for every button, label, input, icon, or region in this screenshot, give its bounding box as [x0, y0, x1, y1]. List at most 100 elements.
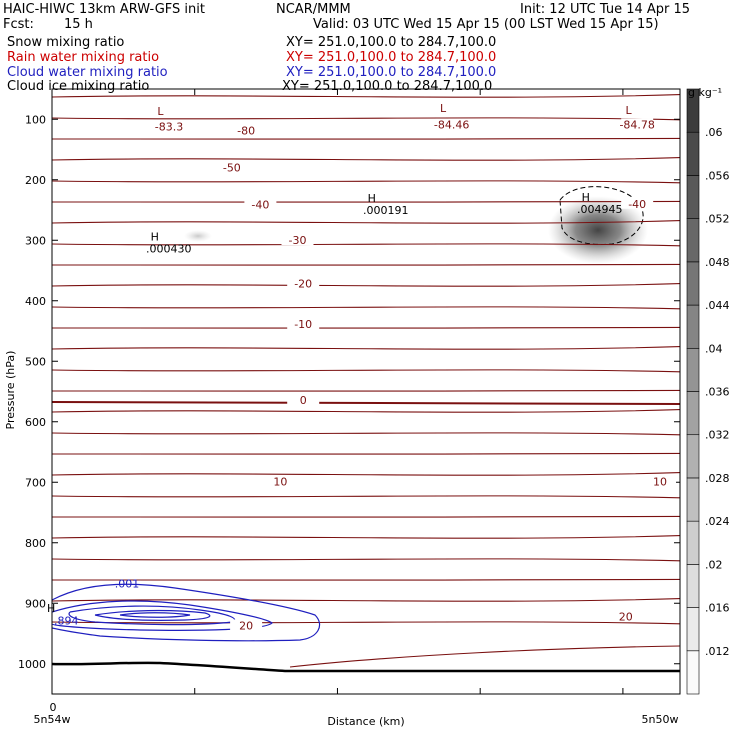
plot-title: HAIC-HIWC 13km ARW-GFS init — [3, 2, 205, 17]
colorbar-box-11 — [686, 175, 700, 219]
colorbar-box-1 — [686, 607, 700, 652]
isotherm-8 — [52, 263, 680, 266]
isotherm-3 — [52, 157, 680, 161]
colorbar-box-0 — [686, 650, 700, 695]
shading-layer — [184, 186, 648, 264]
cloud-water-contour-1 — [52, 583, 321, 642]
isotherm-label-1: -80 — [237, 125, 255, 138]
isotherm-label-12: 10 — [653, 475, 667, 488]
field-xy-rain: XY= 251.0,100.0 to 284.7,100.0 — [286, 50, 497, 65]
forecast-label: Fcst: — [3, 17, 34, 32]
colorbar-box-13 — [686, 88, 700, 133]
isotherm-label-bg-0 — [153, 120, 186, 132]
cloud-water-contour-2 — [52, 600, 273, 631]
extremum-value-4: .000430 — [146, 242, 192, 255]
colorbar-box-12 — [686, 131, 700, 176]
y-tick-label-100: 100 — [25, 113, 46, 126]
colorbar-label-1: .016 — [705, 602, 730, 615]
isotherm-24 — [52, 598, 680, 602]
colorbar-label-11: .056 — [705, 169, 730, 182]
cloud-water-contour-5 — [119, 612, 191, 618]
isotherm-17 — [52, 452, 680, 455]
isotherm-11 — [52, 326, 680, 329]
ice-shading-small — [184, 230, 212, 242]
isotherm-label-bg-12 — [644, 475, 677, 487]
isotherm-label-0: -83.3 — [155, 120, 183, 133]
isotherm-23 — [52, 578, 680, 581]
isotherm-15 — [52, 409, 680, 413]
colorbar-label-12: .06 — [705, 126, 723, 139]
colorbar: .012 .016 .02 .024 .028 .032 .036 .04 .044 .048 .0… — [686, 88, 730, 695]
isotherm-label-bg-3 — [621, 118, 654, 130]
forecast-hour: 15 h — [64, 17, 93, 32]
colorbar-label-4: .028 — [705, 472, 730, 485]
isotherm-25 — [52, 621, 680, 625]
cloud-water-layer — [52, 583, 321, 642]
y-tick-label-600: 600 — [25, 416, 46, 429]
x-end-label-left: 5n54w — [34, 713, 71, 726]
isotherm-label-bg-14 — [609, 610, 642, 622]
isotherm-label-bg-13 — [230, 619, 263, 631]
y-tick-label-400: 400 — [25, 295, 46, 308]
y-tick-label-500: 500 — [25, 355, 46, 368]
surface-high-marker: H — [47, 602, 55, 615]
cloud-ice-contour — [559, 186, 644, 245]
colorbar-box-3 — [686, 520, 700, 565]
extremum-value-5: .004945 — [577, 203, 623, 216]
isotherm-6 — [52, 220, 680, 224]
colorbar-box-8 — [686, 304, 700, 349]
isotherm-label-bg-5 — [244, 198, 277, 210]
init-time: Init: 12 UTC Tue 14 Apr 15 — [520, 2, 691, 17]
y-tick-label-800: 800 — [25, 537, 46, 550]
y-tick-label-1000: 1000 — [18, 658, 46, 671]
field-xy-cloud-water: XY= 251.0,100.0 to 284.7,100.0 — [286, 65, 497, 80]
isotherm-label-bg-9 — [287, 318, 320, 330]
extremum-marker-2: L — [626, 104, 633, 117]
isotherm-label-8: -20 — [294, 278, 312, 291]
field-xy-cloud-ice: XY= 251.0,100.0 to 284.7,100.0 — [282, 79, 493, 94]
y-tick-label-700: 700 — [25, 476, 46, 489]
isotherm-16 — [52, 432, 680, 436]
colorbar-label-6: .036 — [705, 386, 730, 399]
colorbar-box-6 — [686, 391, 700, 436]
colorbar-label-8: .044 — [705, 299, 730, 312]
colorbar-box-7 — [686, 347, 700, 392]
isotherm-label-bg-4 — [215, 161, 248, 173]
colorbar-box-9 — [686, 261, 700, 306]
field-name-cloud-ice: Cloud ice mixing ratio — [7, 79, 150, 94]
y-tick-label-200: 200 — [25, 174, 46, 187]
terrain-line — [51, 661, 680, 673]
isotherm-1 — [52, 117, 680, 121]
y-axis-label: Pressure (hPa) — [4, 351, 17, 430]
colorbar-box-5 — [686, 434, 700, 479]
isotherm-12 — [52, 346, 680, 350]
isotherm-label-3: -84.78 — [619, 119, 654, 132]
isotherm-5 — [52, 200, 680, 203]
extremum-marker-0: L — [157, 105, 164, 118]
isotherm-13 — [52, 369, 680, 373]
valid-time: Valid: 03 UTC Wed 15 Apr 15 (00 LST Wed … — [313, 17, 659, 32]
isotherm-label-14: 20 — [619, 610, 633, 623]
extremum-marker-3: H — [368, 192, 376, 205]
field-name-cloud-water: Cloud water mixing ratio — [7, 65, 168, 80]
cloud-water-label-layer: .001 .894 — [54, 578, 139, 628]
isotherm-19 — [52, 495, 680, 499]
isotherm-layer — [52, 94, 680, 668]
model-center: NCAR/MMM — [276, 2, 351, 17]
isotherm-label-11: 10 — [273, 475, 287, 488]
y-tick-label-300: 300 — [25, 234, 46, 247]
ice-shading-max — [548, 196, 648, 264]
isotherm-0 — [52, 94, 680, 98]
x-tick-label-0: 0 — [50, 701, 57, 714]
colorbar-unit: g kg⁻¹ — [688, 86, 722, 99]
isotherm-14 — [52, 389, 680, 392]
isotherm-20 — [52, 515, 680, 518]
extremum-marker-5: H — [582, 191, 590, 204]
isotherm-label-9: -10 — [294, 318, 312, 331]
isotherm-label-bg-10 — [287, 393, 320, 405]
isotherm-surface — [289, 645, 680, 668]
isotherm-label-13: 20 — [239, 619, 253, 632]
field-name-snow: Snow mixing ratio — [7, 35, 125, 50]
